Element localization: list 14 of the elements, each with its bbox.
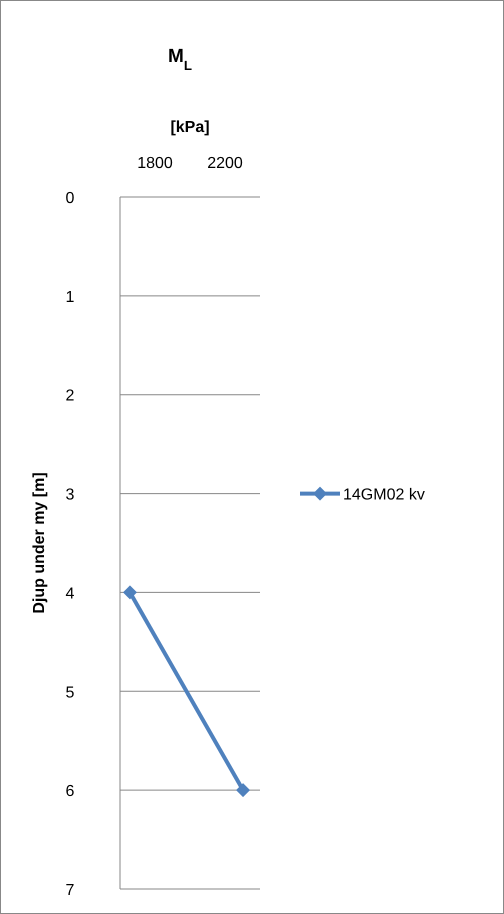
y-tick-label: 4: [66, 585, 75, 602]
y-tick-label: 7: [66, 882, 75, 899]
y-tick-label: 2: [66, 388, 75, 405]
y-tick-label: 3: [66, 486, 75, 504]
y-tick-label: 5: [66, 684, 75, 702]
x-tick-label: 2200: [207, 155, 243, 172]
y-axis-title: Djup under my [m]: [31, 472, 48, 614]
y-tick-label: 0: [66, 190, 75, 207]
y-tick-label: 1: [66, 288, 75, 306]
x-tick-label: 1800: [137, 155, 173, 172]
y-tick-label: 6: [66, 783, 75, 800]
legend-label: 14GM02 kv: [343, 486, 425, 504]
x-axis-title: [kPa]: [170, 119, 210, 136]
chart-title: M$_{L}$: [168, 46, 192, 72]
